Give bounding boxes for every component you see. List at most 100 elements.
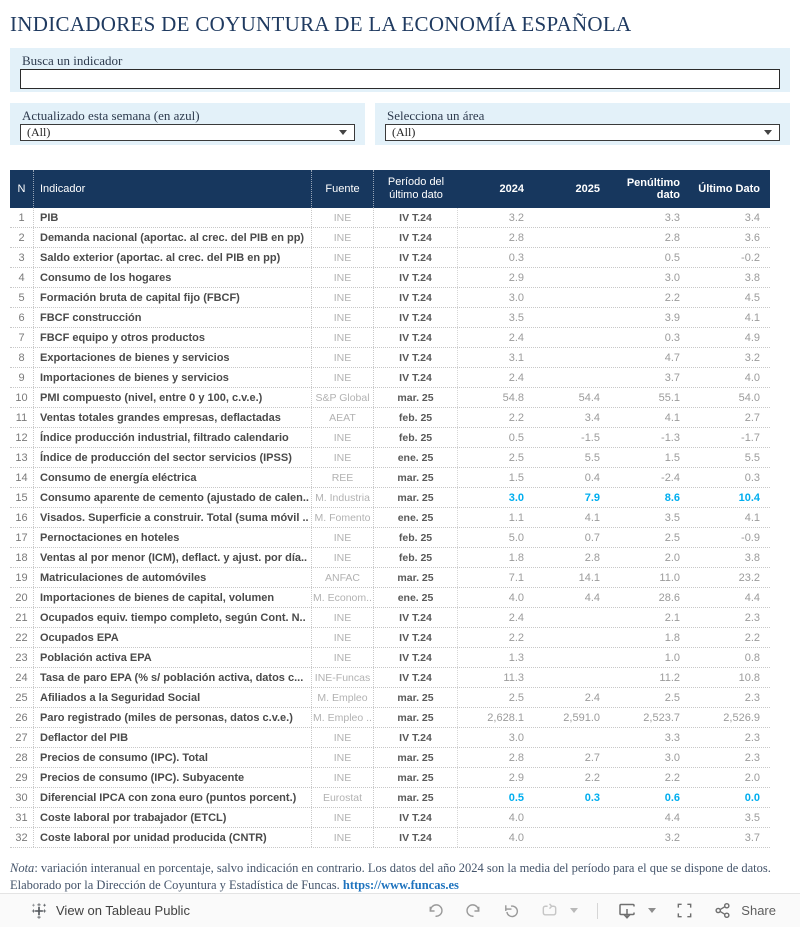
latest-value: -1.7 — [741, 431, 760, 444]
row-number: 15 — [10, 488, 34, 507]
penultimate-value: 1.5 — [664, 451, 680, 464]
table-row[interactable]: 30 Diferencial IPCA con zona euro (puntos… — [10, 788, 770, 808]
column-header-penultimo[interactable]: Penúltimo dato — [626, 177, 680, 201]
indicator-name: Índice producción industrial, filtrado c… — [34, 428, 312, 447]
column-header-periodo[interactable]: Período del último dato — [387, 175, 445, 201]
table-row[interactable]: 21 Ocupados equiv. tiempo completo, según… — [10, 608, 770, 628]
column-header-indicador[interactable]: Indicador — [34, 170, 312, 208]
table-row[interactable]: 31 Coste laboral por trabajador (ETCL) INE… — [10, 808, 770, 828]
table-row[interactable]: 2 Demanda nacional (aportac. al crec. del… — [10, 228, 770, 248]
table-row[interactable]: 29 Precios de consumo (IPC). Subyacente IN… — [10, 768, 770, 788]
table-row[interactable]: 5 Formación bruta de capital fijo (FBCF) I… — [10, 288, 770, 308]
row-number: 18 — [10, 548, 34, 567]
table-row[interactable]: 27 Deflactor del PIB INE IV T.24 3.0 3.3 2.3 — [10, 728, 770, 748]
table-row[interactable]: 32 Coste laboral por unidad producida (CN… — [10, 828, 770, 848]
value-2024: 2.5 — [508, 691, 524, 704]
share-button-label[interactable]: Share — [741, 903, 776, 918]
penultimate-value: -2.4 — [661, 471, 680, 484]
search-label: Busca un indicador — [22, 53, 123, 68]
table-row[interactable]: 1 PIB INE IV T.24 3.2 3.3 3.4 — [10, 208, 770, 228]
source: S&P Global — [312, 388, 374, 407]
last-period: ene. 25 — [374, 588, 458, 607]
latest-value: -0.9 — [741, 531, 760, 544]
search-input[interactable] — [20, 69, 780, 89]
source: INE — [312, 528, 374, 547]
table-row[interactable]: 10 PMI compuesto (nivel, entre 0 y 100, c… — [10, 388, 770, 408]
indicator-name: Importaciones de bienes de capital, volu… — [34, 588, 312, 607]
undo-icon[interactable] — [426, 901, 445, 920]
updated-week-dropdown[interactable]: (All) — [20, 124, 355, 141]
area-dropdown[interactable]: (All) — [385, 124, 780, 141]
table-row[interactable]: 25 Afiliados a la Seguridad Social M. Empl… — [10, 688, 770, 708]
value-2025: 2.4 — [584, 691, 600, 704]
last-period: IV T.24 — [374, 308, 458, 327]
column-header-fuente[interactable]: Fuente — [312, 170, 374, 208]
value-2024: 0.5 — [508, 791, 524, 804]
fullscreen-icon[interactable] — [675, 901, 694, 920]
table-row[interactable]: 6 FBCF construcción INE IV T.24 3.5 3.9 4.1 — [10, 308, 770, 328]
funcas-link[interactable]: https://www.funcas.es — [342, 878, 459, 892]
table-row[interactable]: 18 Ventas al por menor (ICM), deflact. y … — [10, 548, 770, 568]
chevron-down-icon[interactable] — [570, 908, 579, 913]
table-row[interactable]: 7 FBCF equipo y otros productos INE IV T.24… — [10, 328, 770, 348]
row-number: 5 — [10, 288, 34, 307]
last-period: ene. 25 — [374, 508, 458, 527]
table-row[interactable]: 26 Paro registrado (miles de personas, da… — [10, 708, 770, 728]
value-2024: 7.1 — [508, 571, 524, 584]
revert-icon[interactable] — [502, 901, 521, 920]
column-header-n[interactable]: N — [10, 170, 34, 208]
table-row[interactable]: 28 Precios de consumo (IPC). Total INE mar.… — [10, 748, 770, 768]
replay-icon[interactable] — [540, 901, 559, 920]
value-2025 — [534, 228, 610, 247]
value-2024: 4.0 — [508, 591, 524, 604]
row-number: 30 — [10, 788, 34, 807]
table-row[interactable]: 20 Importaciones de bienes de capital, vo… — [10, 588, 770, 608]
indicator-name: FBCF equipo y otros productos — [34, 328, 312, 347]
latest-value: 2.3 — [744, 751, 760, 764]
table-row[interactable]: 22 Ocupados EPA INE IV T.24 2.2 1.8 2.2 — [10, 628, 770, 648]
source: INE-Funcas — [312, 668, 374, 687]
redo-icon[interactable] — [464, 901, 483, 920]
latest-value: 2.0 — [744, 771, 760, 784]
download-icon[interactable] — [617, 901, 637, 921]
column-header-2024[interactable]: 2024 — [499, 183, 524, 195]
source: INE — [312, 548, 374, 567]
indicator-name: Ocupados EPA — [34, 628, 312, 647]
table-row[interactable]: 19 Matriculaciones de automóviles ANFAC mar… — [10, 568, 770, 588]
indicator-name: PMI compuesto (nivel, entre 0 y 100, c.v… — [34, 388, 312, 407]
value-2024: 3.1 — [508, 351, 524, 364]
penultimate-value: 55.1 — [658, 391, 680, 404]
source: INE — [312, 628, 374, 647]
table-row[interactable]: 9 Importaciones de bienes y servicios INE I… — [10, 368, 770, 388]
table-row[interactable]: 23 Población activa EPA INE IV T.24 1.3 1.0 0.… — [10, 648, 770, 668]
value-2025: 0.7 — [584, 531, 600, 544]
chevron-down-icon[interactable] — [648, 908, 657, 913]
view-on-tableau-public[interactable]: View on Tableau Public — [30, 902, 190, 920]
table-row[interactable]: 4 Consumo de los hogares INE IV T.24 2.9 3.0 3… — [10, 268, 770, 288]
penultimate-value: 28.6 — [658, 591, 680, 604]
indicator-name: Pernoctaciones en hoteles — [34, 528, 312, 547]
table-row[interactable]: 15 Consumo aparente de cemento (ajustado … — [10, 488, 770, 508]
table-row[interactable]: 8 Exportaciones de bienes y servicios INE I… — [10, 348, 770, 368]
column-header-ultimo[interactable]: Último Dato — [698, 183, 760, 195]
row-number: 19 — [10, 568, 34, 587]
penultimate-value: 3.5 — [664, 511, 680, 524]
table-row[interactable]: 17 Pernoctaciones en hoteles INE feb. 25 5.0… — [10, 528, 770, 548]
column-header-2025[interactable]: 2025 — [575, 183, 600, 195]
penultimate-value: 3.3 — [664, 731, 680, 744]
value-2024: 5.0 — [508, 531, 524, 544]
share-icon[interactable] — [713, 901, 732, 920]
source: M. Econom.. — [312, 588, 374, 607]
row-number: 21 — [10, 608, 34, 627]
last-period: IV T.24 — [374, 668, 458, 687]
updated-week-dropdown-value: (All) — [27, 125, 51, 139]
table-row[interactable]: 24 Tasa de paro EPA (% s/ población activ… — [10, 668, 770, 688]
table-row[interactable]: 12 Índice producción industrial, filtrado… — [10, 428, 770, 448]
last-period: IV T.24 — [374, 628, 458, 647]
table-row[interactable]: 14 Consumo de energía eléctrica REE mar. 25… — [10, 468, 770, 488]
table-row[interactable]: 11 Ventas totales grandes empresas, defla… — [10, 408, 770, 428]
table-row[interactable]: 16 Visados. Superficie a construir. Total… — [10, 508, 770, 528]
value-2024: 2.2 — [508, 631, 524, 644]
table-row[interactable]: 13 Índice de producción del sector servic… — [10, 448, 770, 468]
table-row[interactable]: 3 Saldo exterior (aportac. al crec. del P… — [10, 248, 770, 268]
